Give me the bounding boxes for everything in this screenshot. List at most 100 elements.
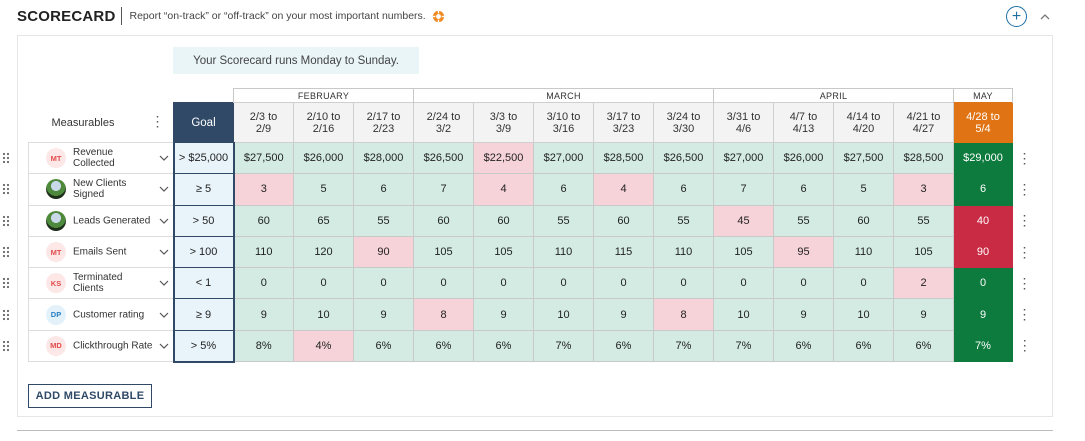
add-measurable-button[interactable]: ADD MEASURABLE (28, 384, 152, 408)
score-cell[interactable]: 8 (653, 298, 714, 331)
score-cell[interactable]: 0 (773, 267, 834, 300)
owner-avatar[interactable] (46, 210, 66, 231)
score-cell[interactable]: 60 (233, 204, 294, 237)
score-cell[interactable]: 6% (413, 329, 474, 363)
score-cell[interactable]: 2 (893, 267, 954, 300)
score-cell[interactable]: 6% (353, 329, 414, 363)
score-cell[interactable]: 5 (833, 173, 894, 206)
score-cell[interactable]: 6 (533, 173, 594, 206)
score-cell[interactable]: 7% (713, 329, 774, 363)
score-cell[interactable]: 0 (233, 267, 294, 300)
score-cell[interactable]: 60 (593, 204, 654, 237)
score-cell[interactable]: 0 (653, 267, 714, 300)
score-cell[interactable]: 6% (473, 329, 534, 363)
row-menu-icon[interactable]: ⋮ (1017, 274, 1032, 291)
score-cell[interactable]: 4 (473, 173, 534, 206)
row-menu-icon[interactable]: ⋮ (1017, 212, 1032, 229)
score-cell[interactable]: $26,000 (293, 141, 354, 175)
score-cell[interactable]: 0 (833, 267, 894, 300)
score-cell[interactable]: 7% (653, 329, 714, 363)
score-cell[interactable]: 10 (713, 298, 774, 331)
score-cell[interactable]: 10 (533, 298, 594, 331)
score-cell[interactable]: 110 (533, 235, 594, 269)
add-scorecard-button[interactable]: + (1006, 6, 1027, 27)
score-cell[interactable]: 40 (953, 204, 1013, 237)
score-cell[interactable]: 60 (413, 204, 474, 237)
score-cell[interactable]: 90 (953, 235, 1013, 269)
score-cell[interactable]: $27,000 (713, 141, 774, 175)
score-cell[interactable]: 45 (713, 204, 774, 237)
chevron-down-icon[interactable] (159, 185, 169, 193)
score-cell[interactable]: 95 (773, 235, 834, 269)
score-cell[interactable]: $26,500 (653, 141, 714, 175)
score-cell[interactable]: 110 (233, 235, 294, 269)
score-cell[interactable]: 55 (353, 204, 414, 237)
measurable-cell[interactable]: MD Clickthrough Rate (2, 329, 174, 363)
score-cell[interactable]: 0 (953, 267, 1013, 300)
measurable-cell[interactable]: Leads Generated (2, 204, 174, 237)
drag-handle-icon[interactable] (2, 309, 10, 321)
score-cell[interactable]: 3 (893, 173, 954, 206)
chevron-down-icon[interactable] (159, 311, 169, 319)
owner-avatar[interactable]: MD (46, 335, 66, 356)
measurable-cell[interactable]: MT Emails Sent (2, 235, 174, 269)
measurable-cell[interactable]: New Clients Signed (2, 173, 174, 206)
owner-avatar[interactable] (46, 179, 66, 200)
score-cell[interactable]: 0 (533, 267, 594, 300)
score-cell[interactable]: 8% (233, 329, 294, 363)
drag-handle-icon[interactable] (2, 215, 10, 227)
owner-avatar[interactable]: KS (46, 273, 66, 294)
score-cell[interactable]: 0 (293, 267, 354, 300)
score-cell[interactable]: 110 (653, 235, 714, 269)
row-menu-icon[interactable]: ⋮ (1017, 243, 1032, 260)
score-cell[interactable]: 0 (713, 267, 774, 300)
score-cell[interactable]: $29,000 (953, 141, 1013, 175)
drag-handle-icon[interactable] (2, 152, 10, 164)
measurables-menu-icon[interactable]: ⋮ (150, 112, 165, 129)
measurable-cell[interactable]: KS Terminated Clients (2, 267, 174, 300)
chevron-down-icon[interactable] (159, 154, 169, 162)
goal-value[interactable]: > 50 (172, 204, 235, 237)
chevron-down-icon[interactable] (159, 248, 169, 256)
goal-value[interactable]: ≥ 5 (172, 173, 235, 206)
drag-handle-icon[interactable] (2, 340, 10, 352)
score-cell[interactable]: $28,500 (893, 141, 954, 175)
score-cell[interactable]: 6% (833, 329, 894, 363)
owner-avatar[interactable]: DP (46, 304, 66, 325)
score-cell[interactable]: 4 (593, 173, 654, 206)
score-cell[interactable]: $22,500 (473, 141, 534, 175)
score-cell[interactable]: 105 (413, 235, 474, 269)
score-cell[interactable]: 6 (353, 173, 414, 206)
score-cell[interactable]: 9 (773, 298, 834, 331)
score-cell[interactable]: 7% (533, 329, 594, 363)
score-cell[interactable]: 0 (413, 267, 474, 300)
chevron-down-icon[interactable] (159, 217, 169, 225)
score-cell[interactable]: 6 (773, 173, 834, 206)
score-cell[interactable]: 7% (953, 329, 1013, 363)
score-cell[interactable]: 7 (413, 173, 474, 206)
score-cell[interactable]: 55 (533, 204, 594, 237)
chevron-down-icon[interactable] (159, 342, 169, 350)
score-cell[interactable]: 10 (293, 298, 354, 331)
score-cell[interactable]: $28,000 (353, 141, 414, 175)
help-icon[interactable] (432, 10, 445, 23)
score-cell[interactable]: $26,500 (413, 141, 474, 175)
row-menu-icon[interactable]: ⋮ (1017, 306, 1032, 323)
row-menu-icon[interactable]: ⋮ (1017, 149, 1032, 166)
score-cell[interactable]: 7 (713, 173, 774, 206)
score-cell[interactable]: 6% (893, 329, 954, 363)
score-cell[interactable]: 6 (653, 173, 714, 206)
score-cell[interactable]: 9 (893, 298, 954, 331)
score-cell[interactable]: 0 (593, 267, 654, 300)
measurable-cell[interactable]: MT Revenue Collected (2, 141, 174, 175)
score-cell[interactable]: 105 (713, 235, 774, 269)
score-cell[interactable]: 9 (473, 298, 534, 331)
score-cell[interactable]: 6 (953, 173, 1013, 206)
goal-value[interactable]: ≥ 9 (172, 298, 235, 331)
score-cell[interactable]: 55 (653, 204, 714, 237)
score-cell[interactable]: 3 (233, 173, 294, 206)
owner-avatar[interactable]: MT (46, 148, 66, 169)
row-menu-icon[interactable]: ⋮ (1017, 180, 1032, 197)
score-cell[interactable]: $27,500 (233, 141, 294, 175)
score-cell[interactable]: 8 (413, 298, 474, 331)
